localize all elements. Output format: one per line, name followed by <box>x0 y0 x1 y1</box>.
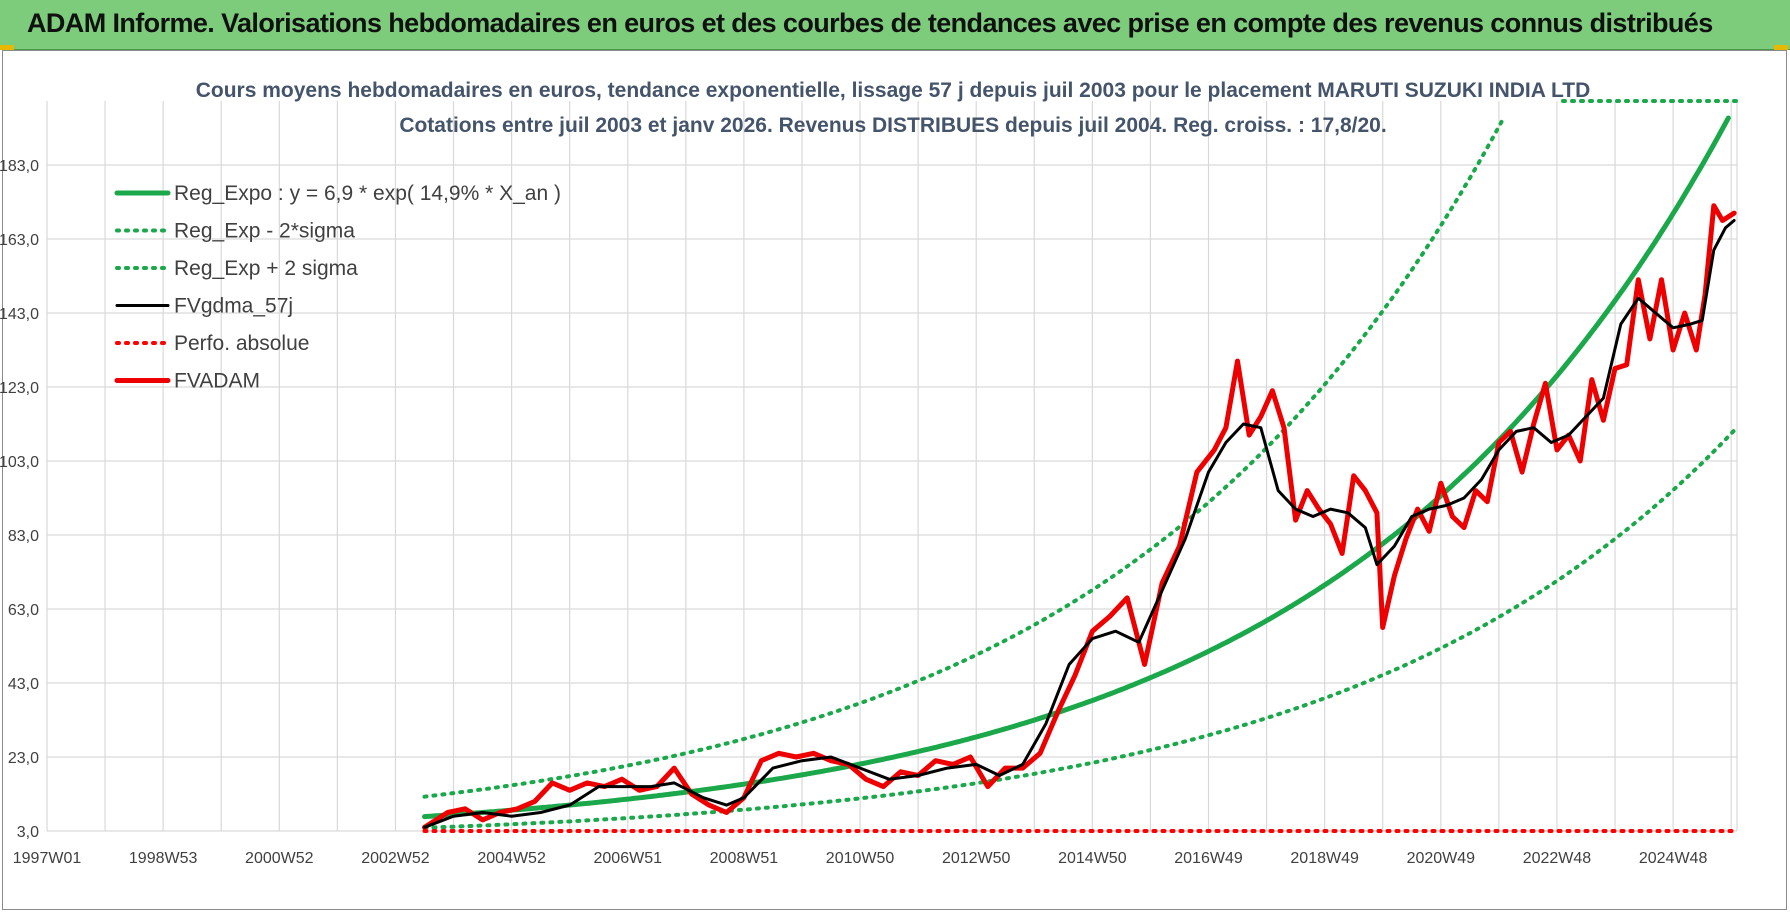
x-tick-label: 2000W52 <box>245 850 314 867</box>
y-tick-label: 3,0 <box>17 824 39 841</box>
y-tick-label: 63,0 <box>8 602 39 619</box>
legend-reg-minus-label: Reg_Exp - 2*sigma <box>174 220 355 243</box>
corner-marker-right <box>1774 45 1788 50</box>
legend-perfo-label: Perfo. absolue <box>174 332 309 355</box>
y-axis: 3,0 23,0 43,0 63,0 83,0 103,0 123,0 143,0 163,0 1… <box>0 158 39 841</box>
y-tick-label: 123,0 <box>0 380 39 397</box>
y-tick-label: 23,0 <box>8 750 39 767</box>
chart-title: Cours moyens hebdomadaires en euros, ten… <box>196 79 1591 102</box>
x-tick-label: 1997W01 <box>13 850 82 867</box>
legend-reg-plus-label: Reg_Exp + 2 sigma <box>174 257 358 280</box>
y-tick-label: 143,0 <box>0 306 39 323</box>
x-tick-label: 2012W50 <box>942 850 1011 867</box>
x-tick-label: 2022W48 <box>1523 850 1592 867</box>
series <box>422 99 1739 833</box>
header-banner: ADAM Informe. Valorisations hebdomadaire… <box>0 0 1790 50</box>
x-tick-label: 2006W51 <box>594 850 663 867</box>
x-tick-label: 2014W50 <box>1058 850 1127 867</box>
x-tick-label: 2020W49 <box>1407 850 1476 867</box>
x-tick-label: 2024W48 <box>1639 850 1708 867</box>
chart-frame <box>2 50 1787 910</box>
series-fvadam <box>422 203 1737 830</box>
legend-fvadam-label: FVADAM <box>174 370 260 393</box>
x-tick-label: 2018W49 <box>1290 850 1359 867</box>
x-tick-label: 2004W52 <box>477 850 546 867</box>
x-tick-label: 2002W52 <box>361 850 430 867</box>
legend-reg-expo-label: Reg_Expo : y = 6,9 * exp( 14,9% * X_an ) <box>174 182 561 205</box>
grid <box>46 101 1738 832</box>
series-reg-expo <box>422 115 1731 820</box>
corner-marker-left <box>0 45 14 50</box>
y-tick-label: 43,0 <box>8 676 39 693</box>
y-tick-label: 183,0 <box>0 158 39 175</box>
chart-subtitle: Cotations entre juil 2003 et janv 2026. … <box>399 114 1386 137</box>
legend: Reg_Expo : y = 6,9 * exp( 14,9% * X_an )… <box>114 182 561 393</box>
y-tick-label: 83,0 <box>8 528 39 545</box>
y-tick-label: 103,0 <box>0 454 39 471</box>
x-tick-label: 2010W50 <box>826 850 895 867</box>
y-tick-label: 163,0 <box>0 232 39 249</box>
x-tick-label: 1998W53 <box>129 850 198 867</box>
series-reg-minus <box>422 428 1737 830</box>
series-fvgdma <box>423 219 1736 829</box>
x-tick-label: 2016W49 <box>1174 850 1243 867</box>
legend-fvgdma-label: FVgdma_57j <box>174 295 293 318</box>
x-axis: 1997W01 1998W53 2000W52 2002W52 2004W52 2006W… <box>13 850 1708 867</box>
banner-title: ADAM Informe. Valorisations hebdomadaire… <box>27 8 1713 38</box>
x-tick-label: 2008W51 <box>710 850 779 867</box>
series-reg-plus <box>422 119 1504 799</box>
